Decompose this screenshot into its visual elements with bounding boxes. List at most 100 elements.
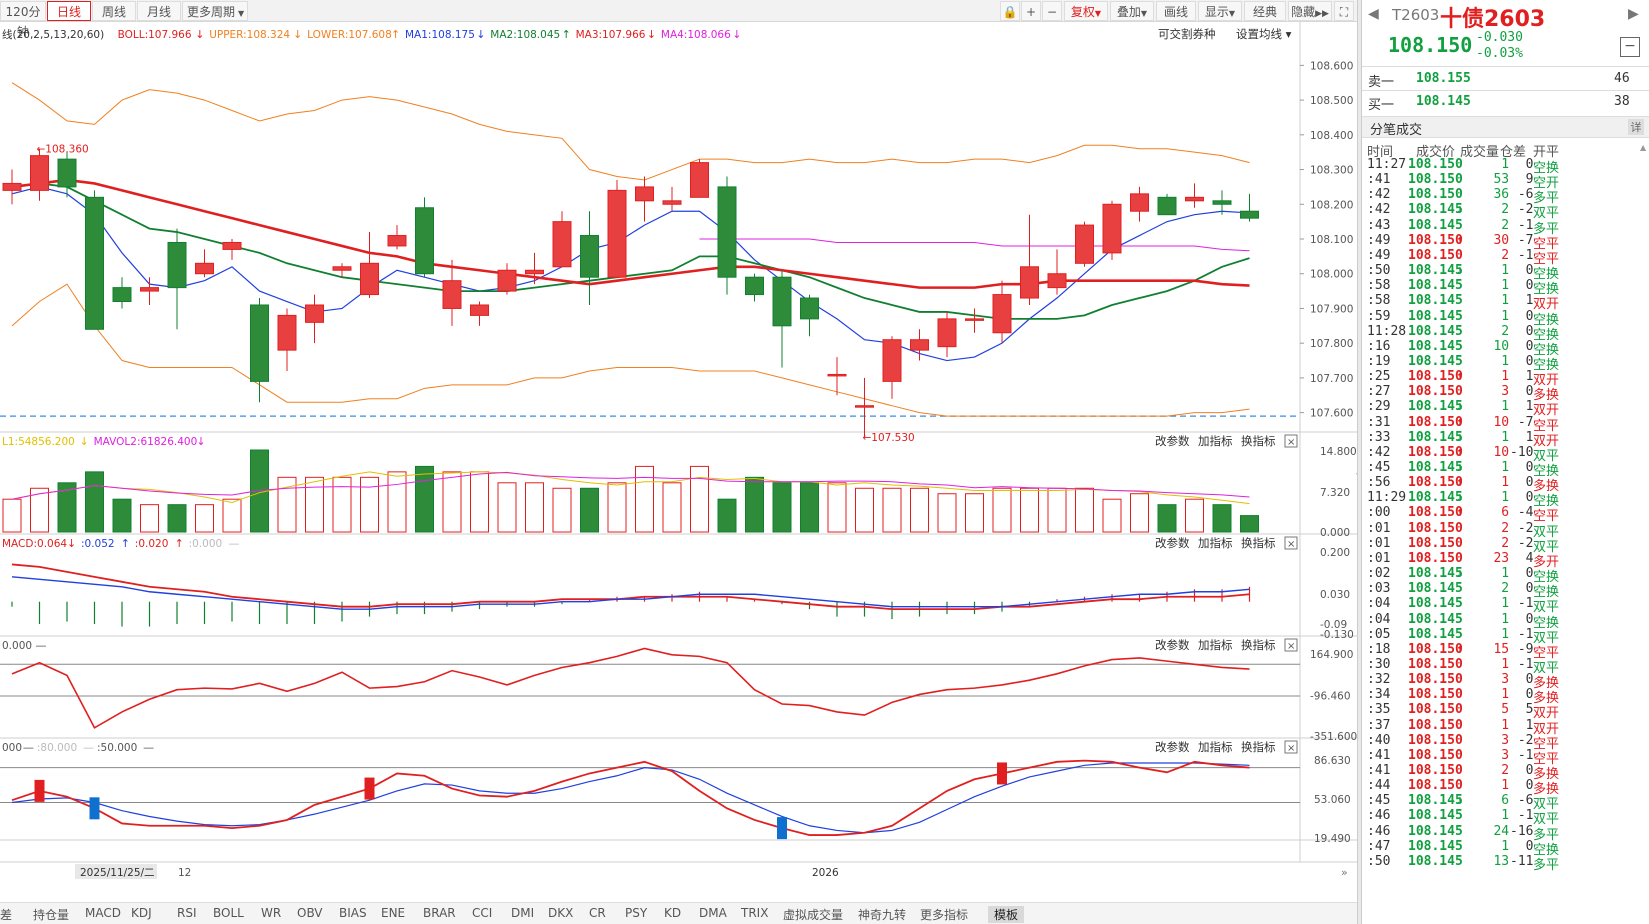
indicator-tab-4[interactable]: RSI [177, 906, 197, 920]
tick-volume: 10 [1470, 444, 1510, 460]
tick-volume: 1 [1470, 490, 1510, 506]
prev-arrow-icon[interactable]: ◀ [1368, 6, 1379, 22]
tick-price: 108.145 [1408, 293, 1463, 309]
indicator-tab-5[interactable]: BOLL [213, 906, 244, 920]
indicator-tab-17[interactable]: DMA [699, 906, 727, 920]
hide-button[interactable]: 隐藏▶▶ [1288, 1, 1332, 21]
indicator-tab-16[interactable]: KD [664, 906, 682, 920]
draw-button[interactable]: 画线 [1156, 1, 1196, 21]
tick-type: 空换 [1533, 160, 1560, 175]
tick-price: 108.150 [1408, 187, 1463, 203]
fullscreen-icon[interactable]: ⛶ [1334, 1, 1354, 21]
indicator-tabs: 差 持仓量 MACD KDJ RSI BOLL WR OBV BIAS ENE BRAR CCI DMI… [0, 902, 1357, 924]
period-daily[interactable]: 日线 [47, 1, 91, 21]
overlay-button[interactable]: 叠加▼ [1110, 1, 1154, 21]
chart-svg[interactable]: 108.600 108.500 108.400 108.300 108.200 108.1… [0, 22, 1366, 902]
period-monthly[interactable]: 月线 [137, 1, 181, 21]
ma3-line [11, 178, 1250, 289]
indicator-tab-19[interactable]: 虚拟成交量 [783, 908, 844, 922]
tick-arrow: ↓ [1456, 490, 1464, 506]
volume-bar [360, 476, 379, 533]
indicator-tab-14[interactable]: CR [589, 906, 606, 920]
tick-time: 11:28 [1367, 323, 1407, 339]
indicator-tab-3[interactable]: KDJ [131, 906, 152, 920]
tick-volume: 1 [1470, 656, 1510, 672]
tick-row: :41 108.150 2 0 多换 [1362, 763, 1649, 781]
tick-price: 108.150 [1408, 732, 1463, 748]
period-120min[interactable]: 120分钟 [0, 1, 46, 39]
panel-divider[interactable] [1357, 0, 1362, 924]
vol-legend-value: L1:54856.200 [2, 436, 75, 448]
indicator-tab-0[interactable]: 差 [0, 908, 13, 922]
lock-icon[interactable]: 🔒 [1000, 1, 1020, 21]
tick-volume: 1 [1470, 808, 1510, 824]
ind4-line [11, 647, 1250, 729]
tick-volume: 5 [1470, 702, 1510, 718]
chart-area[interactable]: 108.600 108.500 108.400 108.300 108.200 108.1… [0, 22, 1366, 902]
price-axis-label: 108.400 [1310, 130, 1353, 142]
next-arrow-icon[interactable]: ▶ [1628, 6, 1639, 22]
tick-oi-change: -1 [1510, 747, 1534, 763]
tick-row: :01 108.150 2 -2 双平 [1362, 521, 1649, 539]
indicator-tab-20[interactable]: 神奇九转 [858, 908, 907, 922]
quote-header: ◀ T2603 十债2603 ▶ [1362, 0, 1649, 32]
indicator-tab-9[interactable]: ENE [381, 906, 406, 920]
indicator-tab-13[interactable]: DKX [548, 906, 574, 920]
zoom-out-icon[interactable]: − [1042, 1, 1062, 21]
tick-time: :34 [1367, 687, 1391, 703]
zoom-in-icon[interactable]: + [1021, 1, 1041, 21]
candle-body [112, 287, 132, 303]
candle-body [305, 304, 324, 323]
tick-time: :58 [1367, 293, 1391, 309]
indicator-tab-21[interactable]: 更多指标 [920, 908, 969, 922]
indicator-tab-11[interactable]: CCI [472, 906, 493, 920]
indicator-tab-8[interactable]: BIAS [339, 906, 367, 920]
volume-bar [910, 487, 929, 533]
period-more[interactable]: 更多周期 ▼ [182, 1, 248, 21]
indicator-tab-2[interactable]: MACD [85, 906, 121, 920]
collapse-button[interactable]: − [1620, 37, 1640, 57]
tick-time: :02 [1367, 566, 1391, 582]
indicator-tab-22[interactable]: 模板 [988, 906, 1025, 923]
classic-button[interactable]: 经典 [1244, 1, 1286, 21]
tick-price: 108.145 [1408, 308, 1463, 324]
adjust-button[interactable]: 复权▼ [1064, 1, 1108, 21]
indicator-tab-18[interactable]: TRIX [741, 906, 769, 920]
tick-oi-change: 0 [1510, 687, 1534, 703]
tick-row: :25 108.150 ↑ 1 1 双开 [1362, 369, 1649, 387]
indicator-tab-6[interactable]: WR [261, 906, 282, 920]
candle-body [167, 241, 187, 289]
indicator-tab-12[interactable]: DMI [511, 906, 535, 920]
tick-type: 多平 [1533, 190, 1560, 206]
candle-body [552, 221, 572, 268]
tick-time: :59 [1367, 308, 1391, 324]
tick-price: 108.150 [1408, 656, 1463, 672]
tick-arrow: ↓ [1456, 399, 1464, 415]
indicator-tab-7[interactable]: OBV [297, 906, 323, 920]
tick-row: :01 108.150 2 -2 双平 [1362, 536, 1649, 554]
indicator-tab-15[interactable]: PSY [625, 906, 648, 920]
indicator-tab-10[interactable]: BRAR [423, 906, 456, 920]
deliverable-bonds-button: 可交割券种 [1158, 27, 1216, 41]
tick-arrow: ↑ [1456, 369, 1464, 385]
scroll-up-icon[interactable]: ▲ [1640, 143, 1647, 152]
kdj-legend-value: 000 [2, 742, 22, 754]
tick-volume: 1 [1470, 626, 1510, 642]
quote-panel: ◀ T2603 十债2603 ▶ 108.150 -0.030 -0.03% −… [1362, 0, 1649, 924]
double-chevron-right-icon: ▶▶ [1315, 9, 1329, 19]
ind4-axis-label: -96.460 [1310, 690, 1351, 702]
candle-body [140, 287, 159, 292]
tick-price: 108.150 [1408, 157, 1463, 172]
tick-type: 空平 [1533, 644, 1560, 660]
volume-bar [195, 504, 214, 533]
vol-axis-label: 7.320 [1320, 487, 1350, 499]
display-button[interactable]: 显示▼ [1198, 1, 1242, 21]
volume-bar [525, 482, 544, 533]
tick-time: :42 [1367, 202, 1391, 218]
indicator-tab-1[interactable]: 持仓量 [33, 908, 70, 922]
tick-arrow: ↓ [1456, 429, 1464, 445]
tick-time: :44 [1367, 778, 1391, 794]
period-weekly[interactable]: 周线 [92, 1, 136, 21]
tick-oi-change: 5 [1510, 702, 1534, 718]
ticks-detail-button[interactable]: 详 [1628, 119, 1644, 135]
